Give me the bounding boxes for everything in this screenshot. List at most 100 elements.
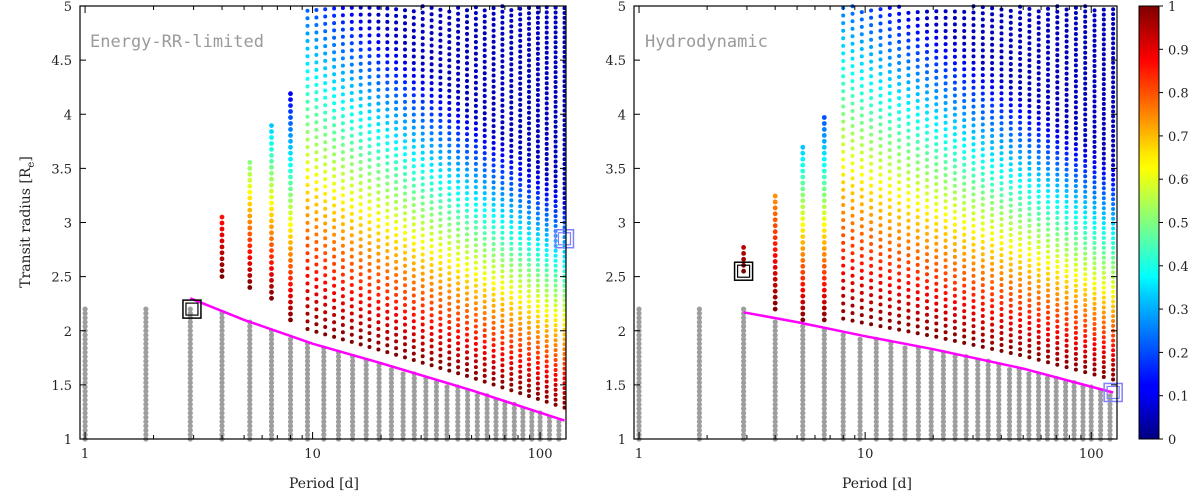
colored-point — [473, 98, 478, 103]
colored-point — [1018, 62, 1023, 67]
gray-point — [143, 371, 149, 377]
gray-point — [1016, 406, 1022, 412]
colored-point — [500, 15, 505, 20]
gray-point — [287, 341, 294, 347]
colored-point — [1073, 73, 1078, 78]
colored-point — [925, 43, 929, 48]
colored-point — [1101, 97, 1106, 101]
colored-point — [518, 38, 523, 43]
colored-point — [509, 198, 514, 203]
colored-point — [1073, 341, 1078, 346]
colored-point — [509, 78, 514, 83]
gray-point — [143, 336, 149, 342]
gray-point — [821, 367, 827, 373]
colored-point — [411, 248, 416, 253]
colored-point — [906, 301, 911, 306]
gray-point — [363, 362, 369, 368]
colored-point — [314, 284, 319, 289]
gray-point — [940, 371, 947, 377]
colored-point — [850, 34, 855, 39]
colored-point — [456, 47, 461, 52]
colored-point — [990, 255, 995, 260]
gray-point — [1036, 401, 1042, 407]
gray-point — [444, 423, 450, 429]
colored-point — [491, 73, 496, 78]
gray-point — [1107, 401, 1113, 407]
colored-point — [952, 22, 957, 27]
gray-point — [376, 371, 382, 377]
colored-point — [465, 332, 469, 337]
colored-point — [943, 107, 948, 112]
colored-point — [491, 337, 496, 342]
colored-point — [447, 198, 452, 203]
gray-point — [376, 384, 382, 390]
colored-point — [897, 96, 902, 101]
colored-point — [332, 145, 337, 150]
colored-point — [1083, 66, 1088, 71]
colored-point — [403, 283, 407, 288]
colored-point — [952, 158, 957, 163]
colored-point — [491, 208, 496, 213]
colored-point — [1008, 327, 1013, 332]
colored-point — [1027, 166, 1032, 171]
colored-point — [1036, 121, 1041, 126]
gray-point — [975, 388, 981, 394]
colored-point — [367, 137, 372, 142]
gray-point — [82, 310, 88, 316]
colored-point — [269, 260, 274, 265]
colored-point — [925, 164, 929, 169]
colored-point — [518, 150, 523, 155]
colored-point — [1092, 104, 1097, 109]
colored-point — [962, 175, 967, 180]
gray-point — [928, 380, 934, 386]
colored-point — [821, 174, 827, 180]
colored-point — [376, 245, 381, 249]
colored-point — [367, 213, 372, 218]
colored-point — [1036, 307, 1041, 312]
gray-point — [1036, 410, 1042, 416]
colored-point — [800, 210, 806, 216]
gray-point — [321, 397, 327, 403]
gray-point — [268, 332, 275, 338]
colored-point — [553, 65, 558, 70]
colored-point — [1064, 311, 1069, 316]
colored-point — [553, 248, 558, 253]
colored-point — [980, 159, 985, 164]
colored-point — [411, 9, 416, 14]
colored-point — [447, 307, 452, 312]
colored-point — [385, 174, 390, 179]
colored-point — [429, 137, 434, 142]
colored-point — [859, 194, 864, 199]
colored-point — [897, 278, 902, 283]
colored-point — [247, 267, 253, 272]
colored-point — [456, 59, 461, 64]
colored-point — [482, 82, 487, 87]
colored-point — [323, 118, 328, 122]
colored-point — [897, 264, 902, 269]
colored-point — [411, 138, 416, 143]
colored-point — [1064, 194, 1069, 199]
gray-point — [857, 341, 863, 347]
y-tick-label: 1 — [618, 433, 626, 448]
colored-point — [821, 234, 827, 240]
colored-point — [500, 203, 505, 208]
colored-point — [841, 51, 846, 56]
colored-point — [332, 210, 337, 215]
colored-point — [500, 9, 505, 14]
colored-point — [332, 174, 337, 179]
gray-point — [502, 427, 508, 433]
colored-point — [269, 135, 274, 140]
colored-point — [1055, 210, 1060, 215]
colored-point — [491, 6, 496, 11]
colored-point — [447, 100, 452, 105]
colored-point — [887, 27, 892, 32]
colored-point — [349, 275, 354, 280]
colored-point — [385, 195, 390, 200]
colored-point — [980, 171, 985, 176]
colored-point — [305, 266, 310, 271]
colored-point — [990, 164, 995, 169]
colored-point — [1027, 64, 1032, 68]
colored-point — [420, 360, 425, 365]
colored-point — [473, 301, 478, 306]
colored-point — [269, 236, 274, 242]
